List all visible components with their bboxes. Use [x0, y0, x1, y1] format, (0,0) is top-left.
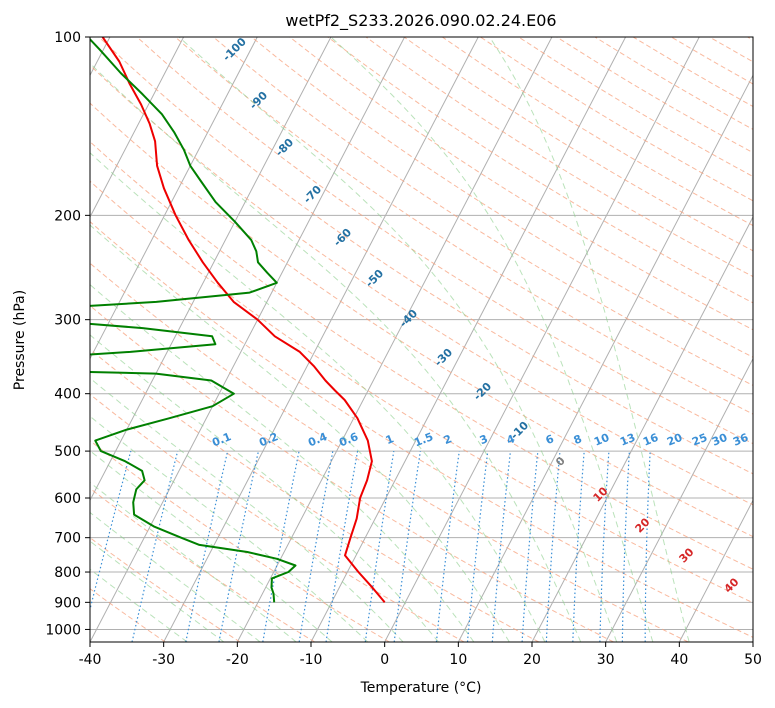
mixing-ratio-label: 30	[710, 431, 729, 449]
x-tick-label: -10	[300, 652, 323, 668]
dry-adiabat-line	[327, 37, 753, 304]
isotherm-line	[90, 37, 258, 360]
chart-title: wetPf2_S233.2026.090.02.24.E06	[285, 11, 556, 31]
mixing-ratio-label: 3	[478, 432, 490, 447]
moist-adiabat-line	[90, 334, 439, 642]
y-tick-label: 200	[54, 208, 81, 224]
mixing-ratio-line	[435, 451, 460, 642]
moist-adiabat-line	[90, 450, 333, 642]
moist-adiabat-line	[489, 37, 690, 642]
moist-adiabat-line	[90, 62, 582, 642]
mixing-ratio-label: 8	[572, 432, 584, 447]
x-tick-label: -30	[152, 652, 175, 668]
isotherm-line	[90, 37, 332, 502]
moist-adiabat-line	[90, 224, 510, 642]
moist-adiabat-line	[90, 568, 188, 642]
profile-line	[101, 37, 386, 603]
moist-adiabat-line	[178, 37, 618, 642]
mixing-ratio-line	[393, 451, 421, 642]
y-tick-label: 500	[54, 444, 81, 460]
moist-adiabat-line	[90, 540, 225, 642]
isotherm-line	[457, 74, 753, 642]
profile-line	[90, 37, 297, 603]
x-tick-label: 30	[597, 652, 615, 668]
y-tick-label: 900	[54, 595, 81, 611]
background-lines	[90, 37, 753, 642]
dry-adiabat-line	[289, 37, 753, 331]
y-tick-label: 100	[54, 30, 81, 46]
dry-adiabat-line	[90, 348, 540, 642]
isotherm-line	[163, 37, 479, 642]
moist-adiabat-line	[90, 481, 297, 642]
y-axis: 100 200 300 400 500 600 700 800 900 1000	[45, 30, 90, 638]
y-tick-label: 700	[54, 531, 81, 547]
dry-adiabat-line	[90, 262, 689, 642]
y-tick-label: 800	[54, 565, 81, 581]
plot-area	[90, 37, 753, 642]
mixing-ratio-line	[90, 450, 132, 612]
x-axis-label: Temperature (°C)	[360, 680, 482, 696]
mixing-ratio-label: 25	[690, 431, 709, 449]
mixing-ratio-line	[185, 450, 229, 642]
mixing-ratio-line	[364, 451, 395, 642]
moist-adiabat-line	[90, 283, 475, 642]
mixing-ratio-label: 10	[592, 431, 611, 449]
isotherm-line	[752, 640, 753, 642]
dry-adiabat-line	[90, 64, 753, 506]
mixing-ratio-line	[491, 451, 512, 642]
mixing-ratio-label: 13	[618, 431, 637, 449]
mixing-ratio-line	[131, 450, 179, 642]
x-tick-label: 50	[744, 652, 762, 668]
profile-lines	[90, 37, 386, 603]
moist-adiabat-line	[90, 152, 546, 642]
plot-frame	[89, 36, 754, 643]
moist-adiabat-line	[90, 377, 404, 642]
dry-adiabat-line	[90, 141, 753, 570]
moist-adiabat-line	[90, 415, 369, 642]
x-tick-label: 10	[449, 652, 467, 668]
dry-adiabat-line	[251, 37, 753, 358]
isotherm-line	[678, 499, 753, 642]
isotherm-line	[384, 37, 700, 642]
dry-adiabat-line	[90, 393, 465, 642]
isotherm-line	[236, 37, 553, 642]
mixing-ratio-line	[521, 451, 539, 642]
x-tick-label: -40	[79, 652, 102, 668]
y-tick-label: 600	[54, 491, 81, 507]
x-tick-label: -20	[226, 652, 249, 668]
isotherm-line	[310, 37, 627, 642]
mixing-ratio-line	[466, 451, 489, 642]
dry-adiabat-line	[98, 37, 753, 475]
dry-adiabat-line	[136, 37, 753, 445]
dry-adiabat-line	[90, 440, 390, 642]
x-axis: -40 -30 -20 -10 0 10 20 30 40 50	[79, 642, 762, 668]
isotherm-line	[605, 357, 753, 642]
moist-adiabat-line	[330, 37, 654, 642]
x-tick-label: 40	[670, 652, 688, 668]
y-tick-label: 1000	[45, 622, 81, 638]
dry-adiabat-line	[90, 221, 753, 638]
x-tick-label: 20	[523, 652, 541, 668]
x-tick-label: 0	[380, 652, 389, 668]
mixing-ratio-label: 16	[641, 431, 660, 449]
mixing-ratio-label: 1	[384, 432, 396, 447]
dry-adiabat-line	[90, 304, 614, 642]
mixing-ratio-label: 20	[665, 431, 684, 449]
isotherm-line	[531, 215, 753, 642]
mixing-ratio-label: 2	[442, 432, 454, 447]
dry-adiabat-line	[90, 537, 241, 642]
dry-adiabat-line	[90, 180, 753, 604]
mixing-ratio-label: 36	[731, 431, 750, 449]
isotherm-line	[90, 37, 406, 642]
dry-adiabat-line	[90, 588, 166, 642]
y-tick-label: 300	[54, 313, 81, 329]
isotherm-line	[90, 37, 185, 219]
y-tick-label: 400	[54, 387, 81, 403]
y-axis-label: Pressure (hPa)	[12, 290, 28, 390]
